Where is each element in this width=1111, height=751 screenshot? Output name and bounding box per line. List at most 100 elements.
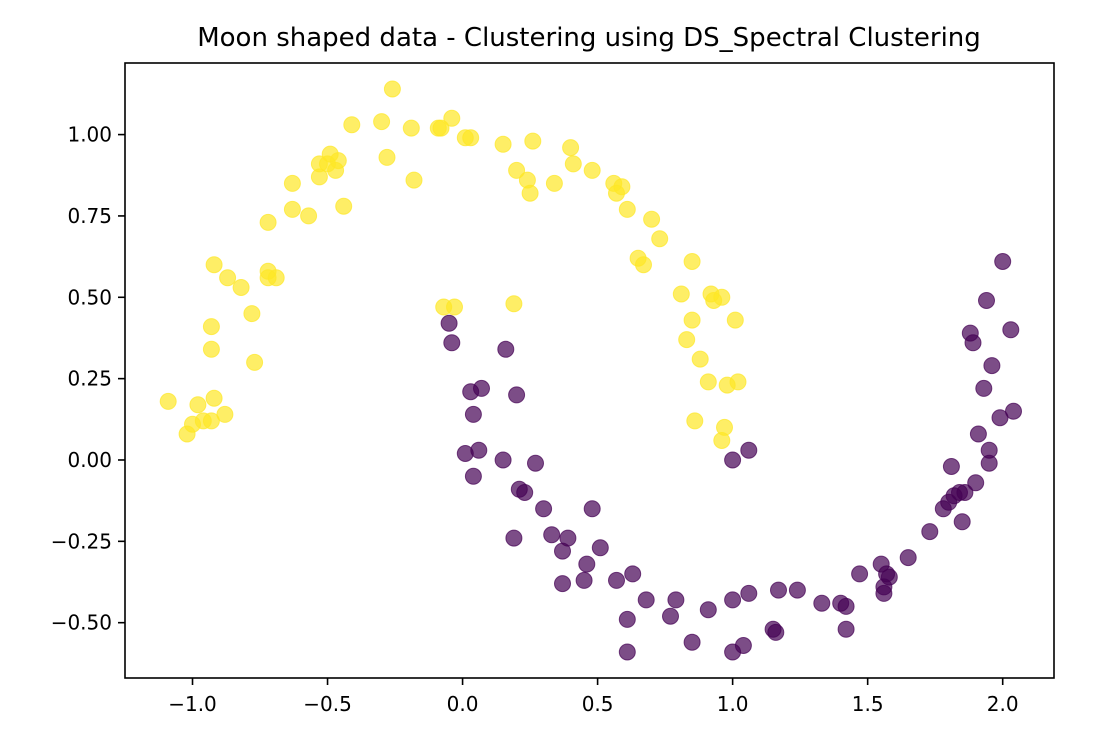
y-tick-label: 0.75	[67, 204, 112, 228]
data-point-cluster-0-56	[651, 230, 669, 248]
data-point-cluster-1-67	[978, 292, 995, 309]
data-point-cluster-0-6	[205, 389, 223, 407]
data-point-cluster-1-24	[608, 571, 625, 589]
data-point-cluster-1-7	[473, 379, 490, 397]
points-layer	[159, 80, 1022, 661]
data-point-cluster-0-14	[246, 353, 264, 371]
data-point-cluster-0-45	[545, 174, 563, 192]
data-point-cluster-0-12	[232, 279, 250, 296]
data-point-cluster-0-61	[686, 412, 704, 430]
data-point-cluster-0-43	[521, 184, 539, 202]
data-point-cluster-0-11	[219, 269, 237, 287]
data-point-cluster-1-71	[991, 409, 1009, 427]
data-point-cluster-1-70	[983, 357, 1001, 375]
data-point-cluster-0-58	[678, 331, 696, 349]
data-point-cluster-0-27	[329, 152, 347, 170]
data-point-cluster-1-50	[875, 584, 893, 602]
data-point-cluster-0-74	[505, 295, 523, 313]
data-point-cluster-1-57	[942, 458, 960, 475]
data-point-cluster-0-46	[562, 139, 580, 157]
data-point-cluster-1-69	[980, 454, 998, 472]
data-point-cluster-1-19	[559, 529, 577, 547]
data-point-cluster-0-30	[373, 113, 391, 131]
x-axis: −1.0 −0.5 0.0 0.5 1.0 1.5 2.0	[168, 678, 1019, 716]
data-point-cluster-0-37	[443, 109, 461, 127]
data-point-cluster-1-9	[497, 340, 515, 358]
data-point-cluster-0-63	[699, 373, 717, 391]
data-point-cluster-0-66	[713, 288, 731, 306]
data-point-cluster-0-13	[243, 305, 261, 323]
data-point-cluster-1-65	[969, 425, 987, 443]
data-point-cluster-1-30	[667, 591, 685, 609]
x-tick-label: 1.5	[852, 692, 884, 716]
data-point-cluster-0-32	[383, 80, 401, 98]
data-point-cluster-1-53	[899, 549, 917, 567]
data-point-cluster-1-5	[464, 405, 482, 423]
data-point-cluster-1-6	[470, 441, 488, 459]
data-point-cluster-1-33	[724, 591, 742, 609]
data-point-cluster-1-40	[767, 623, 785, 641]
data-point-cluster-1-16	[543, 526, 561, 544]
data-point-cluster-1-46	[837, 620, 855, 638]
y-tick-label: 0.50	[67, 285, 112, 309]
data-point-cluster-0-44	[524, 132, 542, 150]
data-point-cluster-0-0	[159, 392, 177, 410]
data-point-cluster-1-0	[440, 314, 458, 332]
data-point-cluster-0-40	[494, 135, 512, 153]
data-point-cluster-0-51	[613, 178, 631, 196]
data-point-cluster-1-20	[575, 571, 593, 589]
data-point-cluster-0-36	[432, 119, 450, 137]
data-point-cluster-1-64	[967, 474, 985, 492]
data-point-cluster-1-28	[637, 591, 655, 609]
data-point-cluster-1-43	[813, 594, 831, 612]
data-point-cluster-0-17	[267, 269, 285, 287]
x-tick-label: −0.5	[303, 692, 352, 716]
data-point-cluster-1-29	[662, 607, 679, 625]
data-point-cluster-0-54	[635, 256, 652, 274]
data-point-cluster-0-9	[202, 318, 220, 336]
data-point-cluster-1-13	[516, 484, 534, 501]
data-point-cluster-1-21	[578, 555, 596, 573]
data-point-cluster-1-60	[953, 513, 971, 531]
data-point-cluster-0-3	[189, 396, 207, 414]
data-point-cluster-1-42	[788, 581, 806, 599]
data-point-cluster-1-37	[724, 451, 742, 469]
data-point-cluster-0-29	[343, 116, 361, 134]
data-point-cluster-1-8	[494, 451, 512, 469]
data-point-cluster-0-41	[508, 161, 526, 179]
data-point-cluster-0-71	[729, 373, 747, 391]
data-point-cluster-0-62	[691, 350, 709, 368]
data-point-cluster-0-73	[446, 298, 463, 316]
y-tick-label: 0.00	[67, 448, 112, 472]
data-point-cluster-1-45	[837, 597, 855, 615]
data-point-cluster-1-1	[443, 334, 461, 352]
x-tick-label: 0.0	[447, 692, 479, 716]
data-point-cluster-0-19	[283, 200, 301, 218]
data-point-cluster-1-18	[554, 575, 571, 593]
data-point-cluster-0-39	[462, 129, 480, 147]
data-point-cluster-1-22	[583, 500, 601, 518]
data-point-cluster-1-15	[535, 500, 553, 518]
chart-title: Moon shaped data - Clustering using DS_S…	[197, 23, 981, 53]
data-point-cluster-1-47	[851, 565, 869, 583]
data-point-cluster-0-59	[683, 253, 701, 270]
x-tick-label: −1.0	[168, 692, 217, 716]
data-point-cluster-0-70	[726, 311, 744, 329]
data-point-cluster-0-60	[683, 311, 701, 329]
y-axis: −0.50 −0.25 0.00 0.25 0.50 0.75 1.00	[51, 123, 125, 635]
data-point-cluster-1-63	[964, 334, 982, 352]
data-point-cluster-1-26	[618, 643, 636, 661]
data-point-cluster-0-5	[202, 412, 220, 430]
data-point-cluster-1-4	[464, 467, 482, 485]
data-point-cluster-0-68	[716, 418, 733, 436]
data-point-cluster-1-73	[1002, 321, 1020, 339]
data-point-cluster-0-47	[564, 155, 582, 173]
data-point-cluster-0-20	[283, 174, 301, 192]
x-tick-label: 0.5	[582, 692, 614, 716]
data-point-cluster-1-11	[508, 386, 526, 404]
y-tick-label: −0.50	[51, 611, 112, 635]
data-point-cluster-1-32	[699, 601, 717, 619]
data-point-cluster-1-52	[880, 568, 898, 586]
data-point-cluster-0-8	[202, 340, 220, 358]
